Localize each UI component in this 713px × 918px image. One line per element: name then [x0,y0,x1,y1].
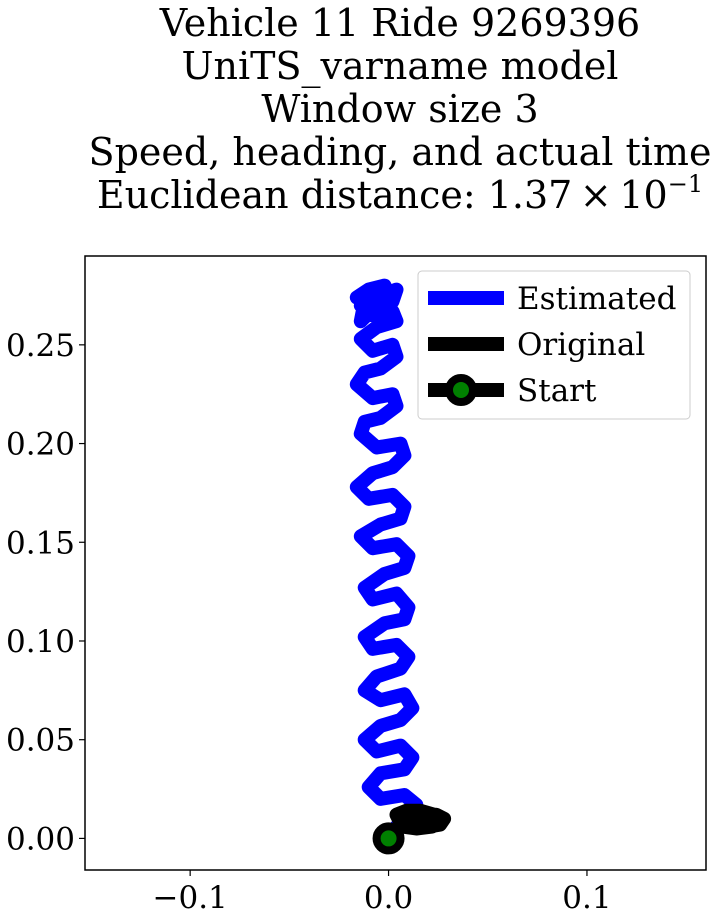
x-tick-label: 0.1 [562,880,611,916]
start-marker [372,822,405,855]
legend-label-estimated: Estimated [517,281,676,317]
y-tick-label: 0.25 [6,328,75,364]
title-line-3: Window size 3 [261,87,539,131]
legend-label-start: Start [517,373,597,409]
y-tick-label: 0.05 [6,723,75,759]
x-tick-label: 0.0 [364,880,413,916]
y-tick-label: 0.15 [6,525,75,561]
title-line-5-text: Euclidean distance: 1.37 × 10 [96,173,668,217]
y-tick-label: 0.10 [6,624,75,660]
x-tick-label: −0.1 [153,880,228,916]
title-line-4: Speed, heading, and actual time [88,130,712,174]
legend-start-marker [445,374,477,406]
series-line-original [381,803,452,846]
series-layer [349,278,452,855]
chart-title: Vehicle 11 Ride 9269396 UniTS_varname mo… [0,2,713,217]
title-line-1: Vehicle 11 Ride 9269396 [159,1,641,45]
title-line-5-exponent: −1 [667,170,704,198]
series-line-estimated [349,278,424,846]
y-tick-label: 0.20 [6,427,75,463]
title-line-5: Euclidean distance: 1.37 × 10−1 [0,172,713,217]
title-line-2: UniTS_varname model [181,44,619,88]
legend-box [417,270,691,420]
legend-label-original: Original [517,327,645,363]
y-tick-label: 0.00 [6,821,75,857]
axes-ticks: −0.1 0.0 0.1 0.00 0.05 0.10 0.15 0.20 0.25 [6,328,612,916]
legend: Estimated Original Start [417,270,691,420]
plot-frame [84,255,707,871]
